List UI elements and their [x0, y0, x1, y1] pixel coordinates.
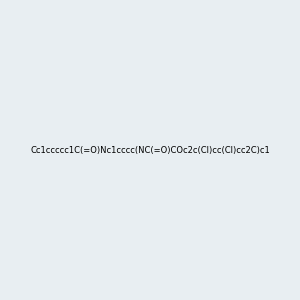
Text: Cc1ccccc1C(=O)Nc1cccc(NC(=O)COc2c(Cl)cc(Cl)cc2C)c1: Cc1ccccc1C(=O)Nc1cccc(NC(=O)COc2c(Cl)cc(… — [30, 146, 270, 154]
